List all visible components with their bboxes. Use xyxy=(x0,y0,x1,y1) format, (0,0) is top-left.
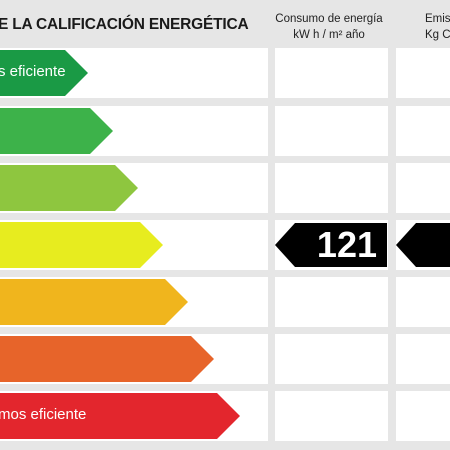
emisiones-cell-4 xyxy=(396,277,450,327)
scale-cell xyxy=(0,277,268,327)
rating-row-2 xyxy=(0,163,450,213)
rating-bar-5 xyxy=(0,336,214,382)
consumo-cell-2 xyxy=(275,163,388,213)
emisiones-cell-2 xyxy=(396,163,450,213)
rating-row-4 xyxy=(0,277,450,327)
consumo-cell-0 xyxy=(275,48,388,98)
rating-bar-3 xyxy=(0,222,163,268)
consumo-cell-6 xyxy=(275,391,388,441)
rating-row-5 xyxy=(0,334,450,384)
rating-row-6: mos eficiente xyxy=(0,391,450,441)
consumo-unit: kW h / m² año xyxy=(293,29,365,41)
emisiones-title: Emis xyxy=(425,13,450,25)
rating-bar-0: s eficiente xyxy=(0,50,88,96)
consumo-value: 121 xyxy=(316,224,377,265)
rating-bar-6: mos eficiente xyxy=(0,393,240,439)
scale-cell: mos eficiente xyxy=(0,391,268,441)
rating-bar-2 xyxy=(0,165,138,211)
consumo-rating-indicator: 121 xyxy=(275,223,387,267)
consumo-column-header: Consumo de energía kW h / m² año xyxy=(268,11,390,43)
bar-label-0: s eficiente xyxy=(0,63,66,80)
emisiones-unit: Kg CO₂ / xyxy=(425,29,450,41)
emisiones-cell-5 xyxy=(396,334,450,384)
bar-label-6: mos eficiente xyxy=(0,406,87,423)
consumo-cell-1 xyxy=(275,106,388,156)
rating-row-3: 121 xyxy=(0,220,450,270)
emisiones-cell-6 xyxy=(396,391,450,441)
certificate-title: E LA CALIFICACIÓN ENERGÉTICA xyxy=(0,16,249,33)
scale-cell xyxy=(0,334,268,384)
emisiones-column-header: Emis Kg CO₂ / xyxy=(395,11,450,43)
scale-cell xyxy=(0,163,268,213)
rating-bar-4 xyxy=(0,279,188,325)
emisiones-cell-0 xyxy=(396,48,450,98)
scale-cell: s eficiente xyxy=(0,48,268,98)
consumo-title: Consumo de energía xyxy=(275,13,383,25)
scale-cell xyxy=(0,106,268,156)
rating-bar-1 xyxy=(0,108,113,154)
emisiones-cell-1 xyxy=(396,106,450,156)
rating-row-0: s eficiente xyxy=(0,48,450,98)
consumo-cell-4 xyxy=(275,277,388,327)
scale-cell xyxy=(0,220,268,270)
rating-row-1 xyxy=(0,106,450,156)
consumo-cell-5 xyxy=(275,334,388,384)
